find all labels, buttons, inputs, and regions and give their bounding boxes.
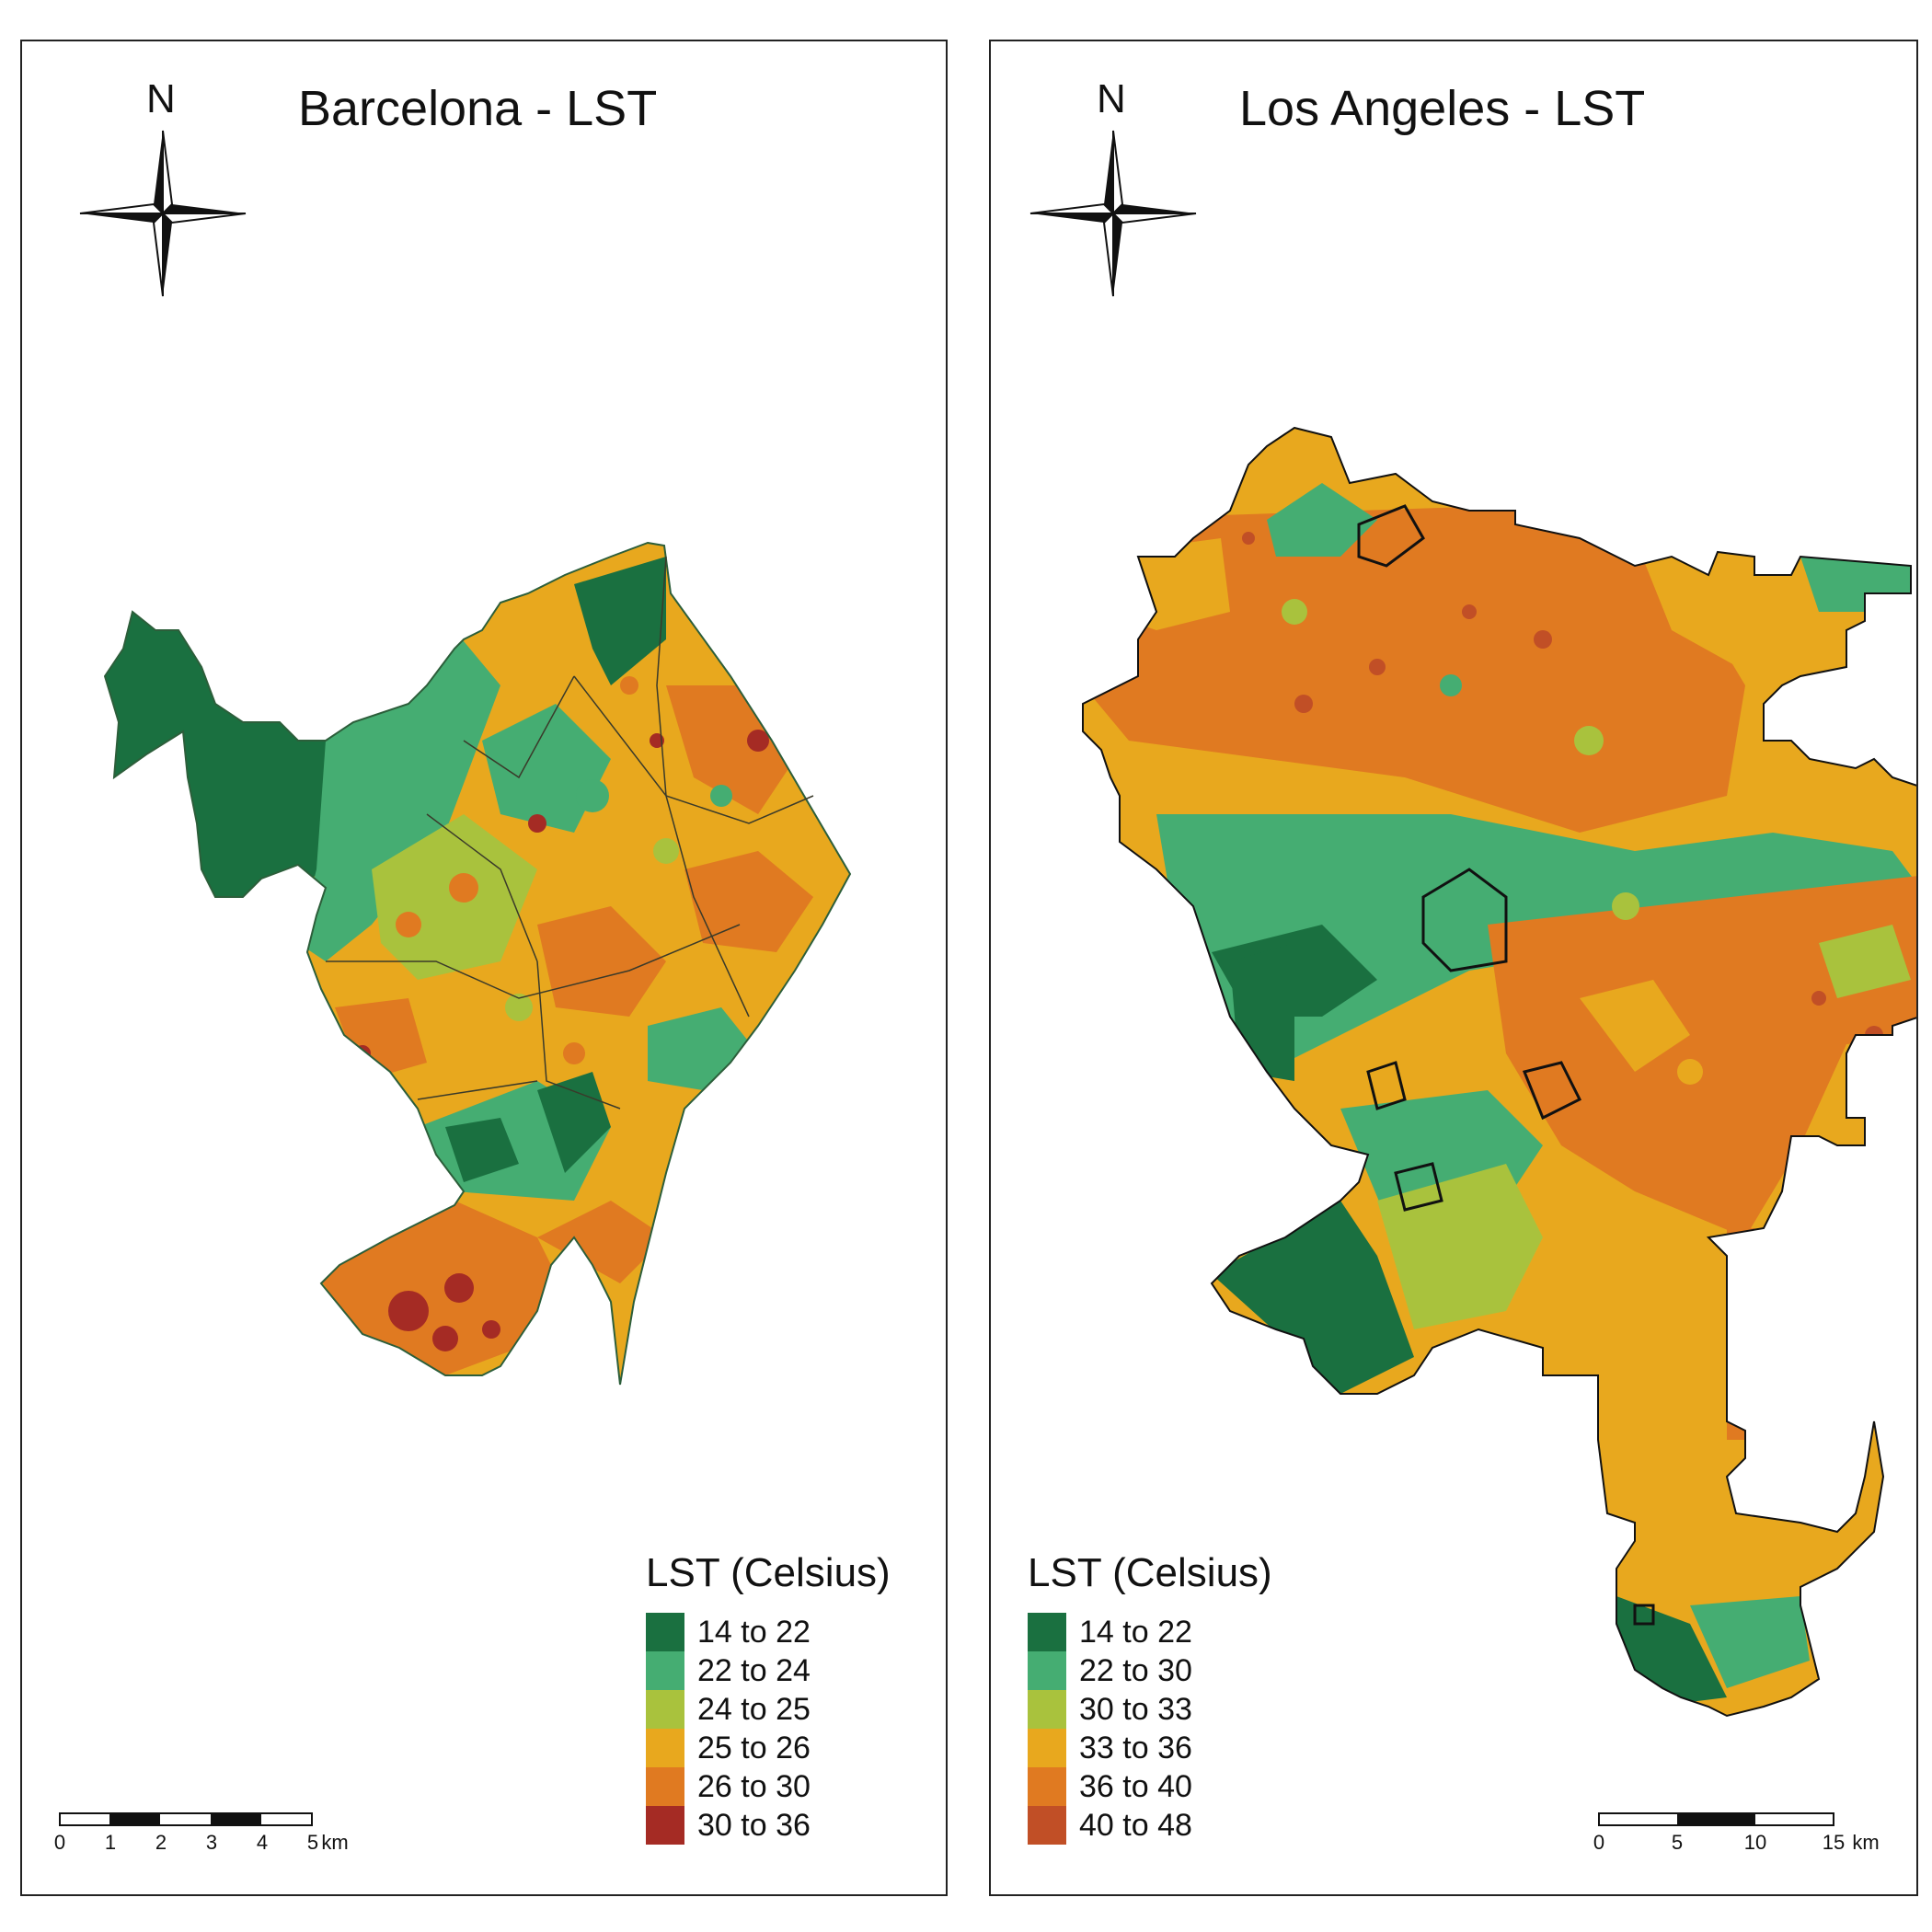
scale-label: 3 [205,1831,218,1854]
barcelona-lst-map [103,541,852,1386]
scale-label: 1 [104,1831,117,1854]
scale-bar: 0 5 10 15 km [1593,1812,1892,1858]
legend-label: 24 to 25 [697,1691,811,1727]
scale-unit: km [321,1831,349,1854]
legend-title: LST (Celsius) [646,1550,891,1595]
map-title: Los Angeles - LST [1239,81,1646,136]
los-angeles-map-panel: Los Angeles - LST N [989,40,1918,1896]
legend-swatch [646,1613,684,1651]
north-arrow-icon [79,130,247,297]
scale-bar: 0 1 2 3 4 5 km [54,1812,353,1858]
map-legend: LST (Celsius) 14 to 22 22 to 30 30 to 33… [1028,1550,1272,1845]
legend-item: 25 to 26 [646,1729,891,1767]
north-arrow-icon [1029,130,1197,297]
barcelona-map-panel: Barcelona - LST N [20,40,948,1896]
legend-label: 30 to 36 [697,1807,811,1843]
legend-item: 33 to 36 [1028,1729,1272,1767]
legend-item: 22 to 30 [1028,1651,1272,1690]
scale-label: 2 [155,1831,167,1854]
legend-label: 36 to 40 [1079,1768,1192,1804]
legend-item: 40 to 48 [1028,1806,1272,1845]
legend-swatch [646,1767,684,1806]
legend-item: 30 to 36 [646,1806,891,1845]
scale-bar-graphic [59,1812,313,1826]
legend-label: 30 to 33 [1079,1691,1192,1727]
legend-item: 14 to 22 [646,1613,891,1651]
legend-title: LST (Celsius) [1028,1550,1272,1595]
legend-item: 30 to 33 [1028,1690,1272,1729]
scale-label: 5 [1671,1831,1684,1854]
north-label: N [1097,76,1126,121]
legend-item: 26 to 30 [646,1767,891,1806]
scale-label: 5 [306,1831,319,1854]
scale-label: 0 [1593,1831,1605,1854]
legend-label: 40 to 48 [1079,1807,1192,1843]
scale-label: 15 [1822,1831,1846,1854]
legend-item: 24 to 25 [646,1690,891,1729]
los-angeles-lst-map [1082,426,1916,1718]
legend-classes: 14 to 22 22 to 24 24 to 25 25 to 26 26 t… [646,1613,891,1845]
legend-label: 25 to 26 [697,1730,811,1765]
legend-swatch [646,1651,684,1690]
legend-classes: 14 to 22 22 to 30 30 to 33 33 to 36 36 t… [1028,1613,1272,1845]
legend-swatch [1028,1613,1066,1651]
legend-label: 14 to 22 [697,1614,811,1650]
legend-item: 36 to 40 [1028,1767,1272,1806]
legend-item: 22 to 24 [646,1651,891,1690]
legend-label: 14 to 22 [1079,1614,1192,1650]
legend-label: 22 to 30 [1079,1652,1192,1688]
scale-label: 10 [1743,1831,1767,1854]
scale-unit: km [1852,1831,1880,1854]
legend-swatch [1028,1767,1066,1806]
map-legend: LST (Celsius) 14 to 22 22 to 24 24 to 25… [646,1550,891,1845]
legend-swatch [646,1690,684,1729]
legend-swatch [1028,1690,1066,1729]
legend-swatch [1028,1806,1066,1845]
legend-item: 14 to 22 [1028,1613,1272,1651]
legend-label: 22 to 24 [697,1652,811,1688]
legend-label: 33 to 36 [1079,1730,1192,1765]
legend-swatch [1028,1729,1066,1767]
map-title: Barcelona - LST [298,81,658,136]
scale-label: 0 [53,1831,66,1854]
legend-swatch [1028,1651,1066,1690]
north-label: N [146,76,176,121]
scale-bar-graphic [1598,1812,1834,1826]
legend-swatch [646,1729,684,1767]
legend-label: 26 to 30 [697,1768,811,1804]
legend-swatch [646,1806,684,1845]
scale-label: 4 [256,1831,269,1854]
